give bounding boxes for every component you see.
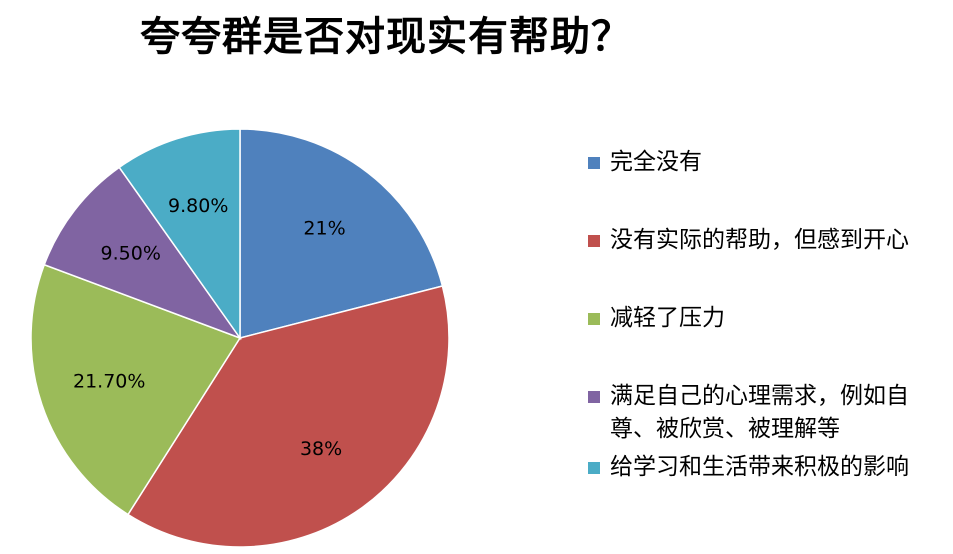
chart-legend: 完全没有没有实际的帮助，但感到开心 减轻了压力满足自己的心理需求，例如自尊、被欣赏…: [588, 146, 950, 484]
legend-label: 减轻了压力: [610, 305, 725, 331]
legend-swatch: [588, 462, 600, 474]
legend-swatch: [588, 157, 600, 169]
legend-swatch: [588, 313, 600, 325]
legend-item: 满足自己的心理需求，例如自尊、被欣赏、被理解等: [588, 380, 950, 446]
legend-swatch: [588, 391, 600, 403]
legend-item: 完全没有: [588, 146, 950, 179]
legend-label: 完全没有: [610, 149, 702, 175]
pie-data-label: 9.50%: [101, 242, 161, 264]
pie-slice: [118, 128, 241, 341]
pie-data-label: 38%: [300, 438, 342, 460]
legend-swatch: [588, 235, 600, 247]
pie-data-label: 21%: [303, 218, 345, 240]
legend-item: 没有实际的帮助，但感到开心: [588, 224, 950, 257]
legend-label: 满足自己的心理需求，例如自尊、被欣赏、被理解等: [610, 383, 909, 442]
pie-slice: [43, 166, 243, 340]
legend-label: 没有实际的帮助，但感到开心: [610, 227, 909, 253]
legend-label: 给学习和生活带来积极的影响: [610, 454, 909, 480]
legend-item: 减轻了压力: [588, 302, 950, 335]
pie-slice: [126, 285, 450, 548]
pie-slice: [239, 128, 444, 339]
pie-data-label: 21.70%: [73, 370, 145, 392]
pie-slice: [30, 263, 242, 516]
legend-item: 给学习和生活带来积极的影响: [588, 451, 950, 484]
pie-data-label: 9.80%: [168, 195, 228, 217]
chart-title: 夸夸群是否对现实有帮助？: [140, 14, 632, 60]
